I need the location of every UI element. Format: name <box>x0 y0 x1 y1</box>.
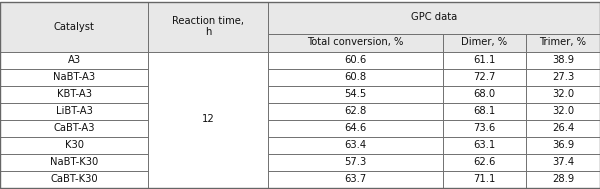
Bar <box>268 119 443 136</box>
Text: CaBT-A3: CaBT-A3 <box>53 123 95 133</box>
Text: 12: 12 <box>202 115 214 125</box>
Bar <box>526 136 600 153</box>
Bar <box>268 33 443 51</box>
Bar <box>443 51 526 68</box>
Text: 63.1: 63.1 <box>473 140 496 150</box>
Text: 54.5: 54.5 <box>344 89 367 99</box>
Text: 62.6: 62.6 <box>473 157 496 167</box>
Text: 26.4: 26.4 <box>552 123 574 133</box>
Bar <box>443 33 526 51</box>
Text: KBT-A3: KBT-A3 <box>56 89 91 99</box>
Bar <box>526 68 600 85</box>
Text: 28.9: 28.9 <box>552 174 574 184</box>
Bar <box>443 119 526 136</box>
Bar <box>0 136 148 153</box>
Text: 60.8: 60.8 <box>344 72 367 82</box>
Text: 68.0: 68.0 <box>473 89 496 99</box>
Bar <box>443 153 526 170</box>
Bar <box>0 2 148 51</box>
Text: 68.1: 68.1 <box>473 106 496 116</box>
Text: K30: K30 <box>65 140 83 150</box>
Text: 60.6: 60.6 <box>344 55 367 65</box>
Bar <box>443 85 526 102</box>
Text: 64.6: 64.6 <box>344 123 367 133</box>
Text: 32.0: 32.0 <box>552 89 574 99</box>
Bar <box>268 136 443 153</box>
Text: 62.8: 62.8 <box>344 106 367 116</box>
Text: 37.4: 37.4 <box>552 157 574 167</box>
Text: NaBT-K30: NaBT-K30 <box>50 157 98 167</box>
Bar <box>0 68 148 85</box>
Bar <box>268 102 443 119</box>
Bar <box>268 85 443 102</box>
Bar <box>526 33 600 51</box>
Text: Trimer, %: Trimer, % <box>539 37 587 47</box>
Text: Dimer, %: Dimer, % <box>461 37 508 47</box>
Text: Reaction time,
h: Reaction time, h <box>172 16 244 37</box>
Bar <box>443 170 526 187</box>
Text: GPC data: GPC data <box>411 12 457 22</box>
Bar <box>526 119 600 136</box>
Text: 71.1: 71.1 <box>473 174 496 184</box>
Bar <box>0 170 148 187</box>
Text: 63.4: 63.4 <box>344 140 367 150</box>
Text: 63.7: 63.7 <box>344 174 367 184</box>
Bar <box>0 153 148 170</box>
Text: 38.9: 38.9 <box>552 55 574 65</box>
Bar <box>526 170 600 187</box>
Text: CaBT-K30: CaBT-K30 <box>50 174 98 184</box>
Bar <box>443 68 526 85</box>
Bar <box>443 136 526 153</box>
Text: 27.3: 27.3 <box>552 72 574 82</box>
Bar <box>148 51 268 187</box>
Bar <box>148 2 268 51</box>
Text: 36.9: 36.9 <box>552 140 574 150</box>
Text: 32.0: 32.0 <box>552 106 574 116</box>
Bar <box>526 85 600 102</box>
Bar <box>0 85 148 102</box>
Text: LiBT-A3: LiBT-A3 <box>56 106 92 116</box>
Bar <box>0 102 148 119</box>
Text: 57.3: 57.3 <box>344 157 367 167</box>
Text: NaBT-A3: NaBT-A3 <box>53 72 95 82</box>
Bar <box>268 51 443 68</box>
Text: A3: A3 <box>67 55 80 65</box>
Bar <box>526 51 600 68</box>
Text: 72.7: 72.7 <box>473 72 496 82</box>
Bar <box>268 170 443 187</box>
Bar <box>443 102 526 119</box>
Bar <box>0 119 148 136</box>
Text: Catalyst: Catalyst <box>53 22 94 32</box>
Bar <box>0 51 148 68</box>
Bar <box>268 153 443 170</box>
Bar <box>268 2 600 33</box>
Text: Total conversion, %: Total conversion, % <box>307 37 404 47</box>
Bar <box>526 153 600 170</box>
Text: 73.6: 73.6 <box>473 123 496 133</box>
Bar <box>268 68 443 85</box>
Bar <box>526 102 600 119</box>
Text: 61.1: 61.1 <box>473 55 496 65</box>
